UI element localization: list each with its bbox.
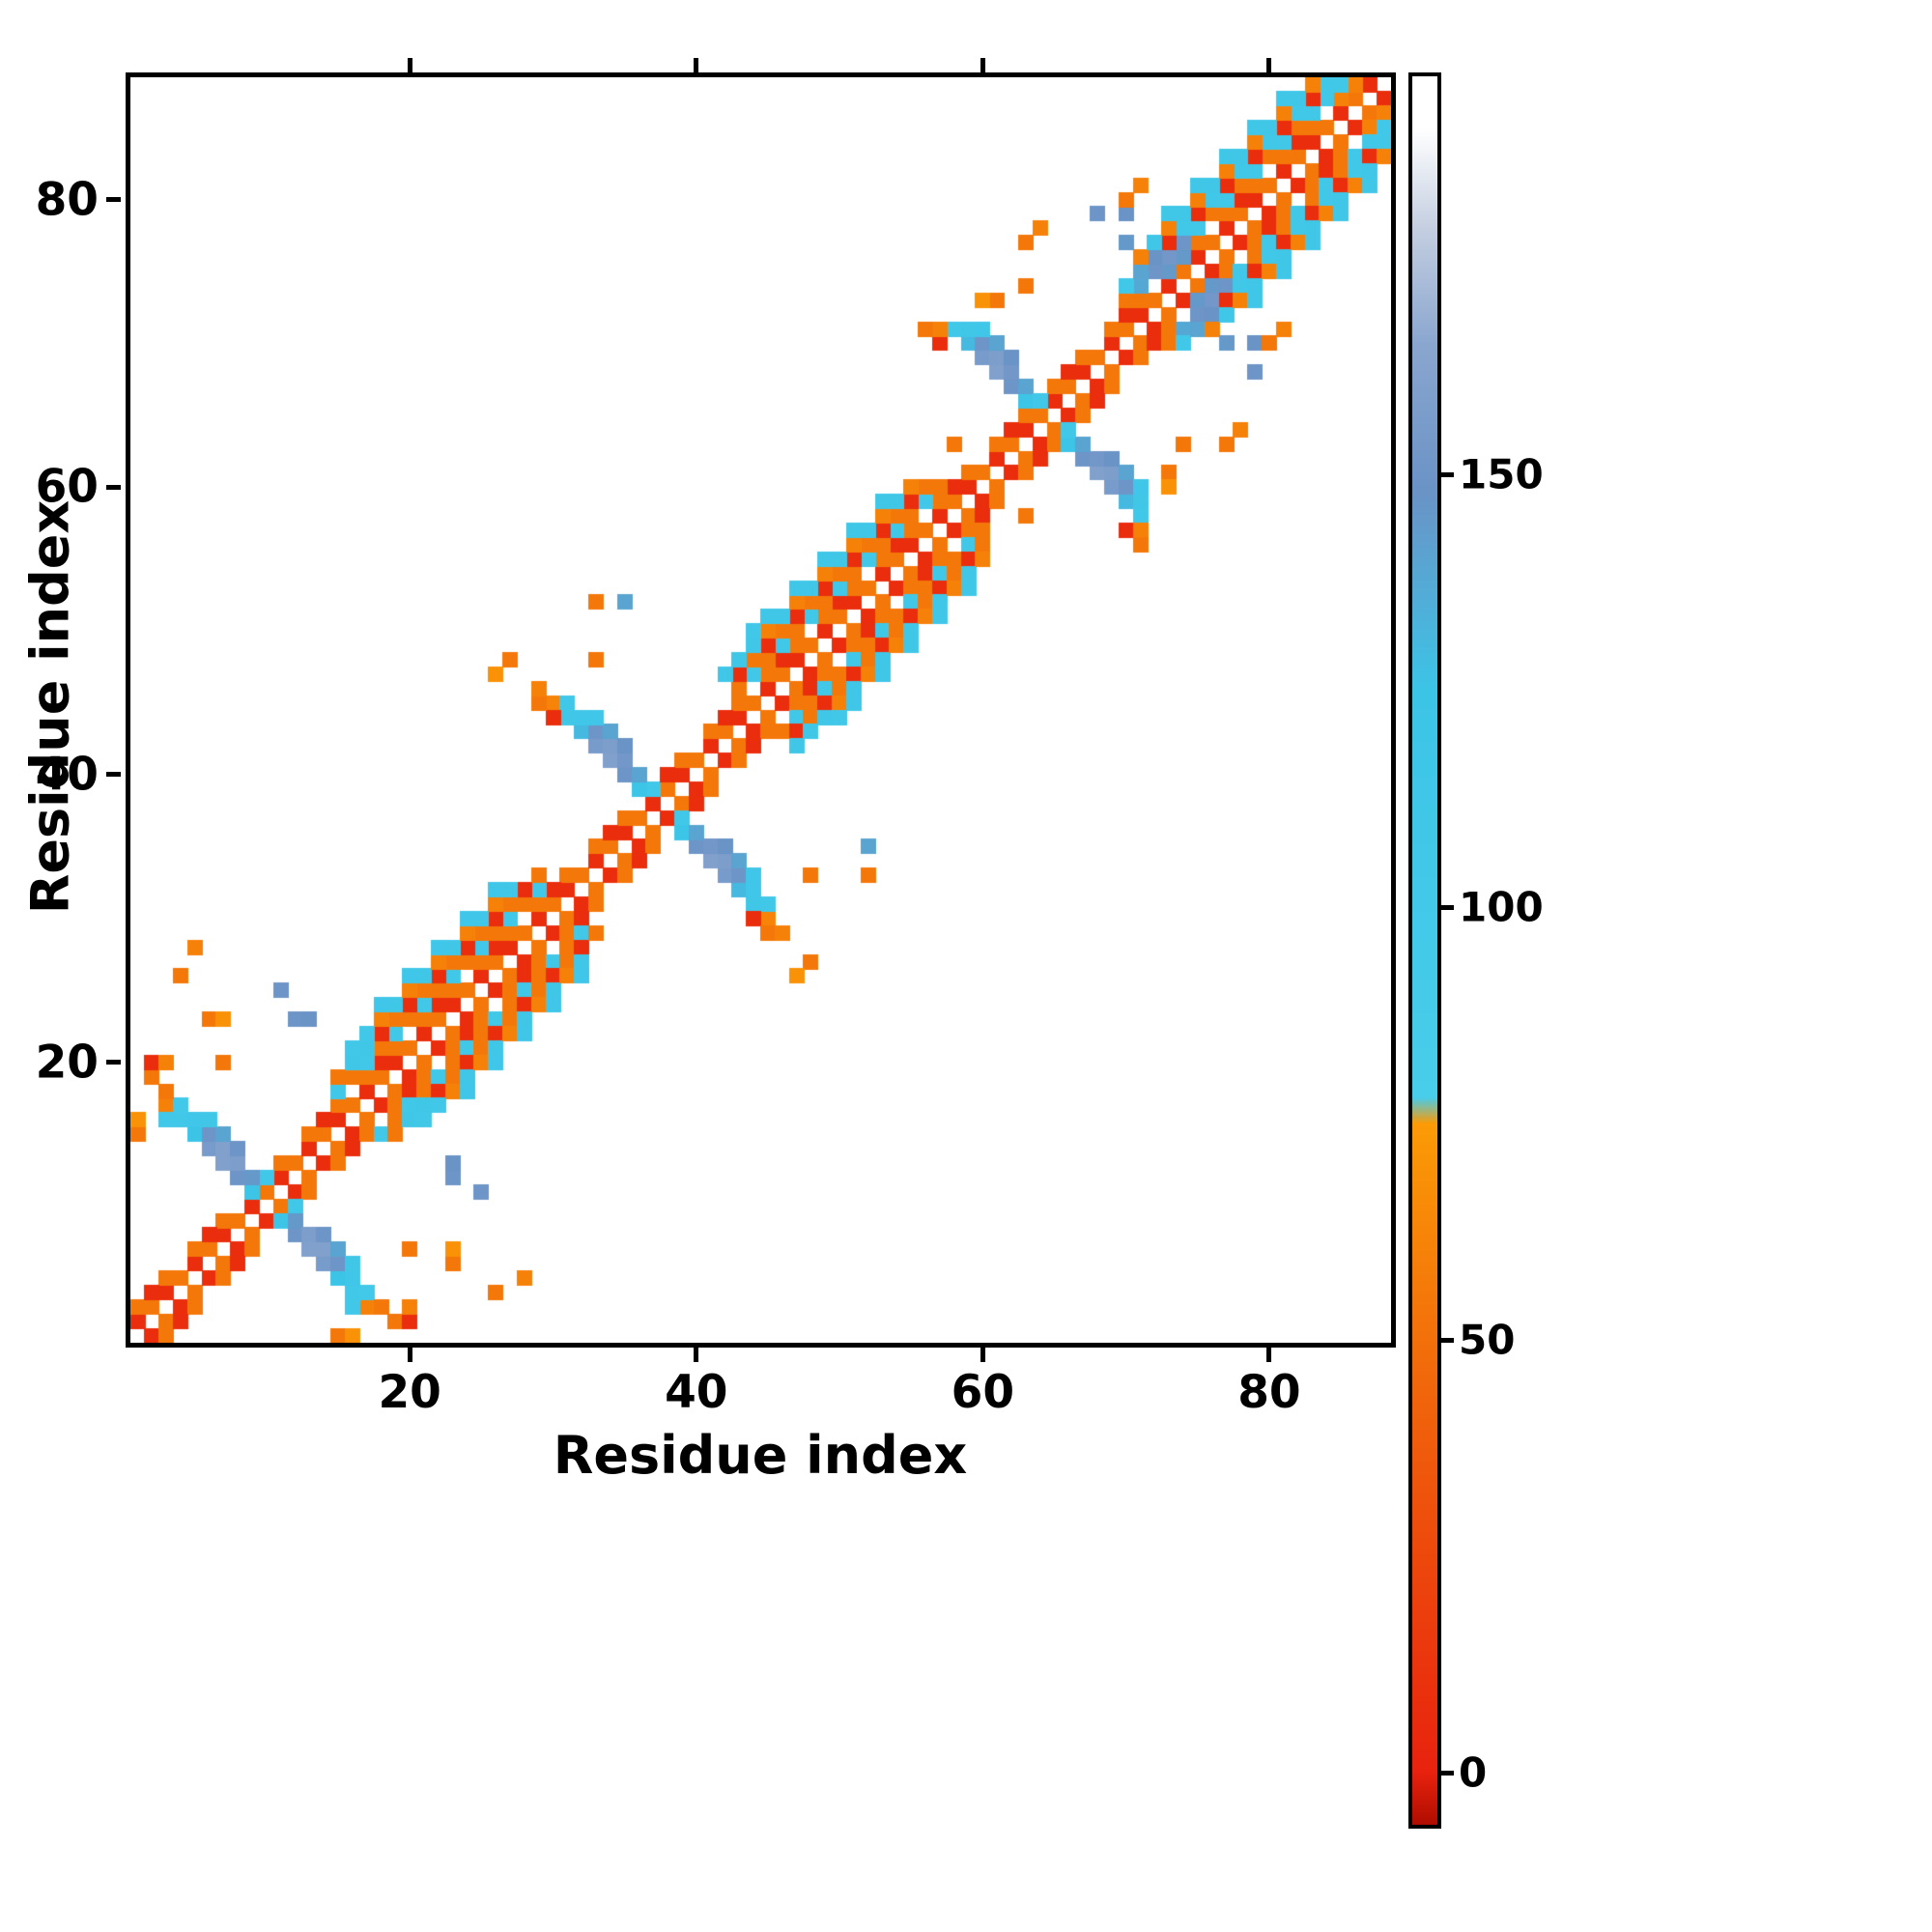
x-tick-label: 60 (951, 1366, 1015, 1419)
x-tick-mark (1266, 1348, 1272, 1362)
x-tick-mark (694, 58, 699, 72)
colorbar-tick-mark (1441, 904, 1454, 910)
colorbar-tick-label: 100 (1459, 883, 1544, 931)
x-tick-label: 80 (1237, 1366, 1301, 1419)
y-tick-label: 20 (35, 1036, 99, 1090)
x-tick-label: 20 (378, 1366, 441, 1419)
colorbar-tick-mark (1441, 1770, 1454, 1776)
y-tick-label: 40 (35, 748, 99, 802)
colorbar-tick-mark (1441, 1337, 1454, 1343)
y-tick-label: 60 (35, 460, 99, 514)
colorbar-canvas (1412, 76, 1437, 1825)
contact-map-canvas (130, 77, 1391, 1343)
x-tick-label: 40 (665, 1366, 728, 1419)
x-tick-mark (980, 1348, 985, 1362)
colorbar-tick-label: 50 (1459, 1316, 1516, 1364)
x-axis-label: Residue index (553, 1425, 968, 1486)
x-tick-mark (1266, 58, 1272, 72)
colorbar-tick-label: 0 (1459, 1748, 1488, 1797)
x-tick-mark (407, 58, 412, 72)
y-tick-mark (106, 1060, 121, 1065)
y-tick-mark (106, 197, 121, 203)
y-tick-mark (106, 484, 121, 490)
y-tick-label: 80 (35, 173, 99, 227)
y-tick-mark (106, 772, 121, 778)
y-axis-label: Residue index (19, 499, 81, 915)
colorbar (1408, 72, 1441, 1829)
plot-frame (126, 72, 1396, 1348)
x-tick-mark (694, 1348, 699, 1362)
colorbar-tick-mark (1441, 471, 1454, 477)
x-tick-mark (407, 1348, 412, 1362)
colorbar-tick-label: 150 (1459, 450, 1544, 498)
x-tick-mark (980, 58, 985, 72)
